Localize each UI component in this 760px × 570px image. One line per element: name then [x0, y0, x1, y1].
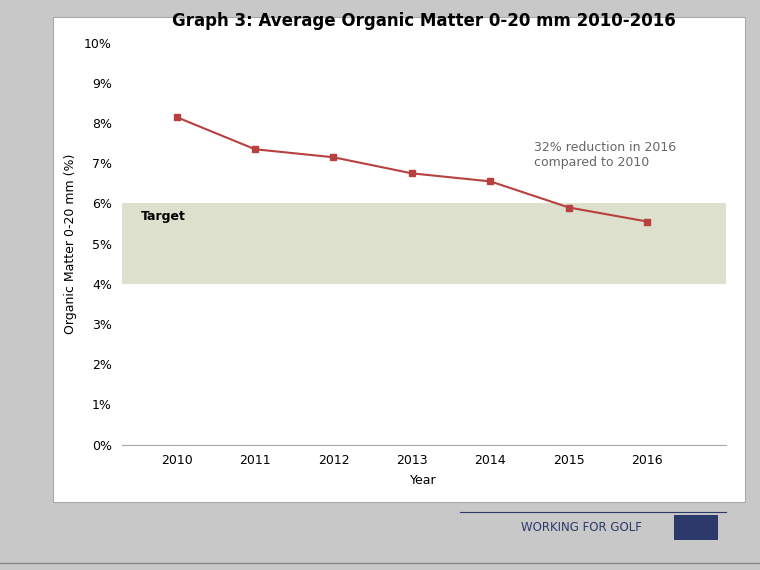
- Title: Graph 3: Average Organic Matter 0-20 mm 2010-2016: Graph 3: Average Organic Matter 0-20 mm …: [172, 12, 676, 30]
- Bar: [122, 203, 726, 284]
- Text: Target: Target: [141, 210, 186, 222]
- Text: 32% reduction in 2016
compared to 2010: 32% reduction in 2016 compared to 2010: [534, 141, 676, 169]
- Text: R&A: R&A: [684, 523, 708, 533]
- Text: WORKING FOR GOLF: WORKING FOR GOLF: [521, 521, 641, 534]
- Y-axis label: Organic Matter 0-20 mm (%): Organic Matter 0-20 mm (%): [64, 153, 77, 334]
- X-axis label: Year: Year: [410, 474, 437, 487]
